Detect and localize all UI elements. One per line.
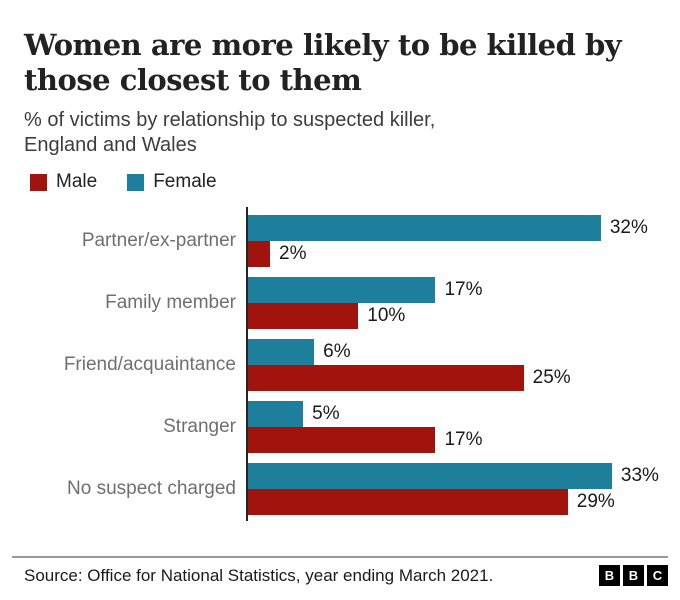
chart-category-row: Stranger 5% 17% (24, 401, 656, 453)
bar-line: 17% (248, 277, 656, 303)
bar-male-5 (248, 489, 568, 515)
bar-line: 17% (248, 427, 656, 453)
chart-legend: Male Female (24, 171, 656, 193)
value-label: 2% (279, 243, 307, 264)
bar-line: 32% (248, 215, 656, 241)
bar-chart: Partner/ex-partner 32% 2% Family member … (24, 207, 659, 521)
bar-female-5 (248, 463, 612, 489)
bar-pair: 6% 25% (246, 339, 656, 391)
bar-line: 33% (248, 463, 659, 489)
legend-item-female: Female (127, 171, 217, 193)
category-label: No suspect charged (67, 477, 236, 499)
bar-line: 10% (248, 303, 656, 329)
value-label: 5% (312, 403, 340, 424)
value-label: 25% (532, 367, 571, 388)
bbc-logo-letter: B (599, 565, 620, 586)
y-axis-line (246, 207, 248, 521)
bar-line: 25% (248, 365, 656, 391)
bar-line: 5% (248, 401, 656, 427)
male-swatch-icon (30, 173, 47, 191)
category-label: Friend/acquaintance (63, 353, 236, 375)
female-swatch-icon (127, 173, 145, 191)
bar-male-2 (248, 303, 359, 329)
bar-male-4 (248, 427, 436, 453)
value-label: 17% (444, 429, 483, 450)
chart-title-line1: Women are more likely to be killed by (24, 28, 622, 62)
chart-rows: Partner/ex-partner 32% 2% Family member … (24, 215, 659, 515)
footer-row: Source: Office for National Statistics, … (0, 558, 680, 586)
chart-category-row: Friend/acquaintance 6% 25% (24, 339, 656, 391)
chart-title-line2: those closest to them (24, 63, 362, 97)
chart-category-row: No suspect charged 33% 29% (24, 463, 659, 515)
bbc-logo: B B C (599, 565, 668, 586)
source-text: Source: Office for National Statistics, … (24, 565, 494, 585)
chart-category-row: Family member 17% 10% (24, 277, 656, 329)
chart-subtitle-line2: England and Wales (24, 134, 197, 156)
bar-pair: 32% 2% (246, 215, 656, 267)
chart-footer: Source: Office for National Statistics, … (0, 556, 680, 600)
bbc-logo-letter: C (647, 565, 668, 586)
footer-divider (12, 556, 668, 558)
category-label: Partner/ex-partner (81, 229, 236, 251)
category-label: Stranger (163, 415, 236, 437)
chart-title: Women are more likely to be killed by th… (24, 28, 656, 98)
value-label: 17% (444, 279, 483, 300)
bar-pair: 17% 10% (246, 277, 656, 329)
legend-label-male: Male (56, 171, 98, 192)
bar-female-3 (248, 339, 315, 365)
bar-female-2 (248, 277, 436, 303)
bar-female-4 (248, 401, 304, 427)
category-label: Family member (105, 291, 236, 313)
chart-subtitle-line1: % of victims by relationship to suspecte… (24, 109, 436, 131)
chart-content: Women are more likely to be killed by th… (24, 28, 659, 521)
bar-pair: 5% 17% (246, 401, 656, 453)
bar-male-3 (248, 365, 524, 391)
bbc-logo-letter: B (623, 565, 644, 586)
chart-subtitle: % of victims by relationship to suspecte… (24, 108, 656, 158)
bar-line: 6% (248, 339, 656, 365)
legend-label-female: Female (153, 171, 217, 192)
bar-line: 29% (248, 489, 656, 515)
bar-male-1 (248, 241, 271, 267)
value-label: 6% (323, 341, 351, 362)
legend-item-male: Male (30, 171, 97, 193)
bar-line: 2% (248, 241, 656, 267)
value-label: 33% (620, 465, 659, 486)
bar-female-1 (248, 215, 601, 241)
value-label: 29% (576, 491, 615, 512)
value-label: 10% (367, 305, 406, 326)
chart-category-row: Partner/ex-partner 32% 2% (24, 215, 656, 267)
value-label: 32% (609, 217, 648, 238)
bar-pair: 33% 29% (246, 463, 659, 515)
